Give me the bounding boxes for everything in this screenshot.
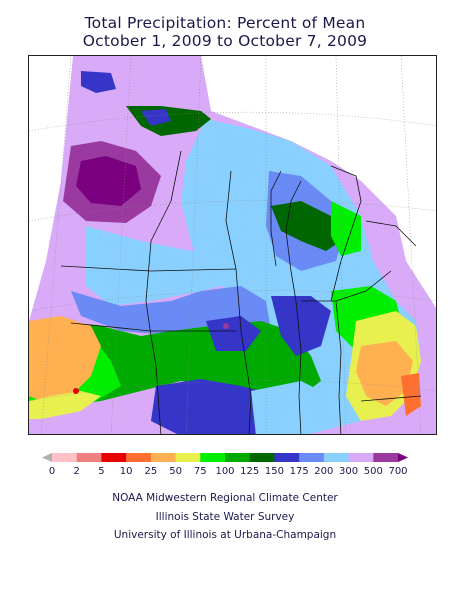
legend-arrow-low — [42, 453, 52, 462]
legend-tick-label: 50 — [169, 466, 182, 477]
red-dot-southwest — [73, 388, 79, 394]
credit-university: University of Illinois at Urbana-Champai… — [113, 529, 337, 541]
map-canvas — [29, 56, 436, 434]
region-orange-southeast — [356, 341, 413, 406]
legend-tick-label: 175 — [290, 466, 309, 477]
legend-swatch — [225, 453, 251, 462]
legend-swatch — [249, 453, 275, 462]
legend-tick-label: 5 — [98, 466, 104, 477]
region-dark-purple — [76, 156, 141, 206]
legend-swatch — [274, 453, 300, 462]
legend-tick-label: 500 — [364, 466, 383, 477]
region-dark-blue-upper — [141, 109, 171, 126]
map-title: Total Precipitation: Percent of Mean — [84, 14, 366, 32]
precipitation-map — [28, 55, 437, 435]
outside-domain-left — [29, 56, 73, 321]
region-light-blue-central — [86, 226, 271, 306]
legend-tick-label: 10 — [120, 466, 133, 477]
region-orange-southwest — [29, 316, 101, 401]
legend-swatch — [323, 453, 350, 462]
region-dark-blue-center — [206, 316, 261, 351]
map-date-range: October 1, 2009 to October 7, 2009 — [82, 32, 368, 50]
state-boundaries — [60, 150, 422, 434]
legend-swatch — [200, 453, 226, 462]
legend-swatch — [126, 453, 152, 462]
legend-tick-label: 75 — [194, 466, 207, 477]
legend-colorbar: 0 2 5 10 25 50 75 100 125 150 175 200 300 500 700 — [42, 453, 408, 477]
legend-tick-label: 150 — [265, 466, 284, 477]
purple-dot-central — [223, 323, 229, 329]
legend-swatch — [373, 453, 399, 462]
legend-tick-label: 25 — [144, 466, 157, 477]
legend-tick-label: 2 — [74, 466, 80, 477]
legend-swatch — [52, 453, 78, 462]
legend-swatch — [299, 453, 325, 462]
legend-tick-label: 0 — [49, 466, 55, 477]
legend-arrow-high — [398, 453, 408, 462]
region-light-blue-southeast — [251, 381, 331, 434]
legend-swatch — [76, 453, 102, 462]
legend-tick-label: 700 — [388, 466, 407, 477]
outside-domain-right — [201, 56, 436, 308]
region-dark-blue-east — [271, 296, 331, 356]
region-green-northeast — [331, 201, 361, 256]
legend-swatch — [348, 453, 374, 462]
region-dark-blue-north — [81, 71, 116, 93]
legend-swatch — [101, 453, 127, 462]
credit-isws: Illinois State Water Survey — [155, 511, 295, 523]
region-dark-green-north — [271, 201, 341, 251]
legend-tick-label: 125 — [240, 466, 259, 477]
legend-tick-label: 300 — [339, 466, 358, 477]
legend-tick-label: 100 — [215, 466, 234, 477]
graticule — [29, 56, 436, 434]
credit-noaa: NOAA Midwestern Regional Climate Center — [112, 492, 338, 504]
legend-tick-label: 200 — [314, 466, 333, 477]
legend-swatch — [175, 453, 201, 462]
region-dark-orange-southeast — [401, 373, 421, 416]
legend-swatch — [150, 453, 177, 462]
